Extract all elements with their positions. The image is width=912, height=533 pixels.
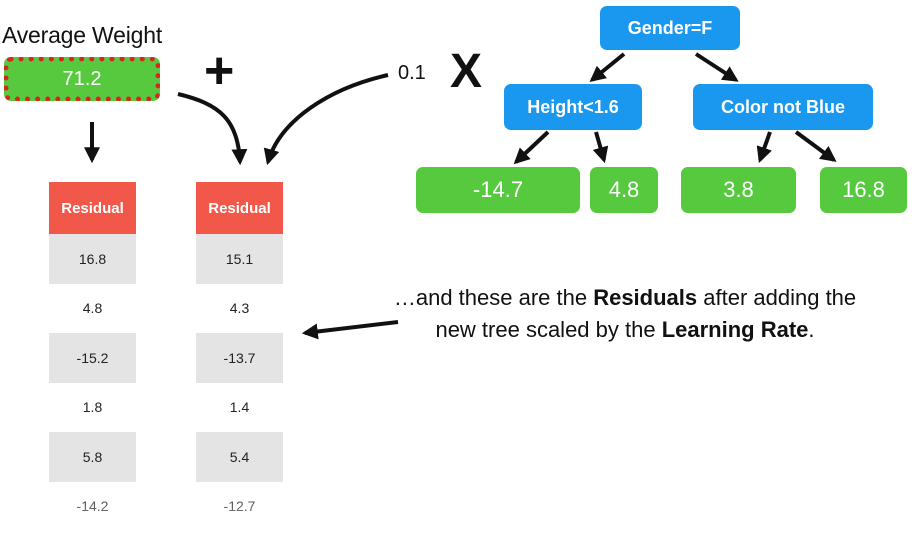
- table-cell: -15.2: [49, 333, 136, 383]
- caption-bold-learning-rate: Learning Rate: [661, 317, 809, 342]
- tree-leaf-1: -14.7: [416, 167, 580, 213]
- tree-node-color: Color not Blue: [693, 84, 873, 130]
- caption-part-2: after adding the new tree scaled by the: [435, 285, 857, 342]
- edge-right-leaf4: [794, 130, 837, 162]
- table-cell: 1.8: [49, 382, 136, 432]
- average-weight-box: 71.2: [4, 57, 160, 101]
- table-cell: 5.4: [196, 432, 283, 482]
- edge-left-leaf2: [592, 131, 609, 164]
- caption-part-1: …and these are the: [393, 285, 594, 310]
- table-cell: 4.3: [196, 283, 283, 333]
- caption-bold-residuals: Residuals: [593, 285, 698, 310]
- table-cell: 5.8: [49, 432, 136, 482]
- residual-table-new: Residual 15.1 4.3 -13.7 1.4 5.4 -12.7: [196, 182, 283, 531]
- table-cell: -14.2: [49, 481, 136, 531]
- edge-left-leaf1: [513, 130, 550, 165]
- arrow-avg-to-new-table: [177, 92, 248, 166]
- caption-part-3: .: [808, 317, 815, 342]
- table-cell: 15.1: [196, 234, 283, 284]
- plus-sign: +: [204, 42, 235, 100]
- learning-rate-value: 0.1: [398, 62, 426, 84]
- residual-header: Residual: [49, 182, 136, 234]
- arrow-lr-to-new-table: [263, 73, 389, 166]
- tree-node-height: Height<1.6: [504, 84, 642, 130]
- bottom-fade: [0, 478, 912, 533]
- table-cell: -13.7: [196, 333, 283, 383]
- times-sign: X: [450, 45, 483, 98]
- table-cell: 16.8: [49, 234, 136, 284]
- edge-right-leaf3: [756, 131, 772, 164]
- tree-leaf-4: 16.8: [820, 167, 907, 213]
- table-cell: -12.7: [196, 481, 283, 531]
- table-cell: 4.8: [49, 283, 136, 333]
- edge-root-left: [589, 52, 626, 83]
- tree-root-node: Gender=F: [600, 6, 740, 50]
- residual-table-original: Residual 16.8 4.8 -15.2 1.8 5.8 -14.2: [49, 182, 136, 531]
- edge-root-right: [694, 52, 739, 82]
- tree-leaf-2: 4.8: [590, 167, 658, 213]
- residual-header: Residual: [196, 182, 283, 234]
- caption-text: …and these are the Residuals after addin…: [380, 282, 870, 346]
- table-cell: 1.4: [196, 382, 283, 432]
- tree-leaf-3: 3.8: [681, 167, 796, 213]
- average-weight-title: Average Weight: [2, 22, 163, 48]
